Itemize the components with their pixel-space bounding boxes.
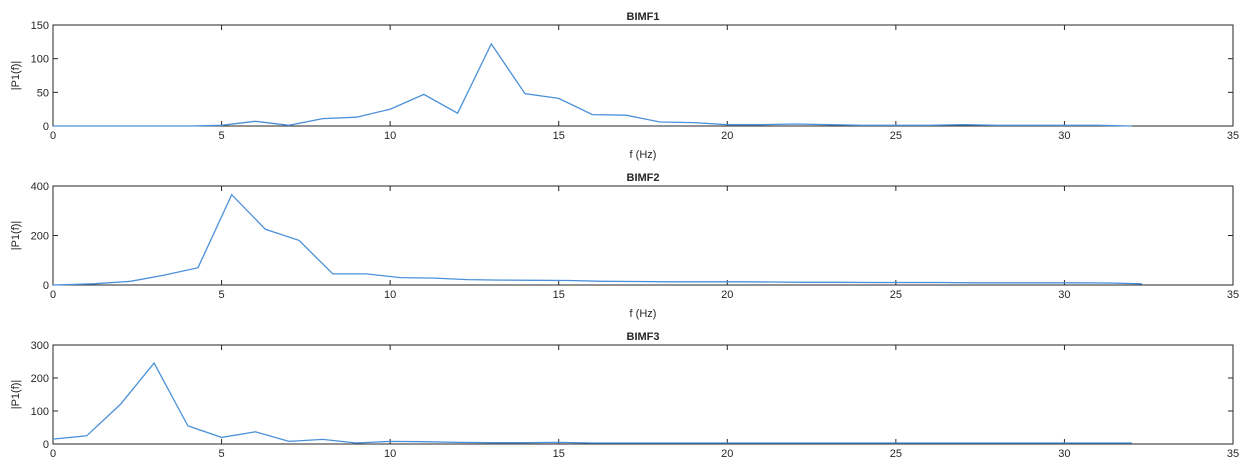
- y-tick-label: 150: [31, 20, 49, 32]
- chart-title: BIMF2: [627, 172, 660, 184]
- series-line: [52, 361, 1132, 444]
- x-tick-label: 0: [50, 130, 56, 142]
- x-tick-label: 15: [553, 289, 565, 301]
- y-tick-label: 0: [43, 121, 49, 133]
- subplot-1: BIMF1 0 5 10 15 20 25 30 35 0 50 100 150 f (Hz) |P1(f)…: [10, 11, 1239, 161]
- axes-box: [52, 24, 1234, 127]
- y-axis-label: |P1(f)|: [10, 221, 22, 251]
- x-tick-label: 35: [1227, 448, 1239, 460]
- x-tick-label: 0: [50, 289, 56, 301]
- axes-box: [52, 185, 1234, 286]
- x-tick-label: 5: [219, 130, 225, 142]
- x-axis-label: f (Hz): [630, 308, 657, 320]
- series-line: [52, 193, 1143, 286]
- axes-box: [52, 344, 1234, 445]
- y-axis-label: |P1(f)|: [10, 380, 22, 410]
- y-tick-label: 0: [43, 439, 49, 451]
- y-axis-label: |P1(f)|: [10, 61, 22, 91]
- chart-title: BIMF3: [627, 331, 660, 343]
- x-tick-label: 25: [890, 289, 902, 301]
- y-tick-label: 200: [31, 373, 49, 385]
- x-axis-label: f (Hz): [630, 149, 657, 161]
- x-tick-label: 25: [890, 130, 902, 142]
- x-tick-label: 10: [384, 130, 396, 142]
- x-tick-label: 10: [384, 289, 396, 301]
- x-tick-label: 35: [1227, 289, 1239, 301]
- x-tick-label: 20: [721, 130, 733, 142]
- x-tick-label: 20: [721, 448, 733, 460]
- series-line: [53, 42, 1132, 127]
- x-tick-label: 30: [1058, 448, 1070, 460]
- x-tick-label: 20: [721, 289, 733, 301]
- x-tick-label: 15: [553, 130, 565, 142]
- x-tick-label: 30: [1058, 130, 1070, 142]
- y-tick-label: 100: [31, 406, 49, 418]
- x-tick-label: 15: [553, 448, 565, 460]
- y-tick-label: 0: [43, 280, 49, 292]
- subplot-2: BIMF2 0 5 10 15 20 25 30 35 0 200 400 f (Hz) |P1(f)|: [10, 172, 1239, 320]
- y-tick-label: 50: [37, 87, 49, 99]
- x-tick-label: 5: [219, 448, 225, 460]
- x-tick-label: 35: [1227, 130, 1239, 142]
- x-tick-label: 30: [1058, 289, 1070, 301]
- y-tick-label: 200: [31, 231, 49, 243]
- y-tick-label: 300: [31, 340, 49, 352]
- x-tick-label: 10: [384, 448, 396, 460]
- subplot-3: BIMF3 0 5 10 15 20 25 30 35 0 100 200 300 |P1(f)|: [10, 331, 1239, 460]
- x-tick-label: 5: [219, 289, 225, 301]
- x-tick-label: 25: [890, 448, 902, 460]
- y-tick-label: 100: [31, 54, 49, 66]
- x-tick-label: 0: [50, 448, 56, 460]
- y-tick-label: 400: [31, 181, 49, 193]
- chart-title: BIMF1: [627, 11, 660, 23]
